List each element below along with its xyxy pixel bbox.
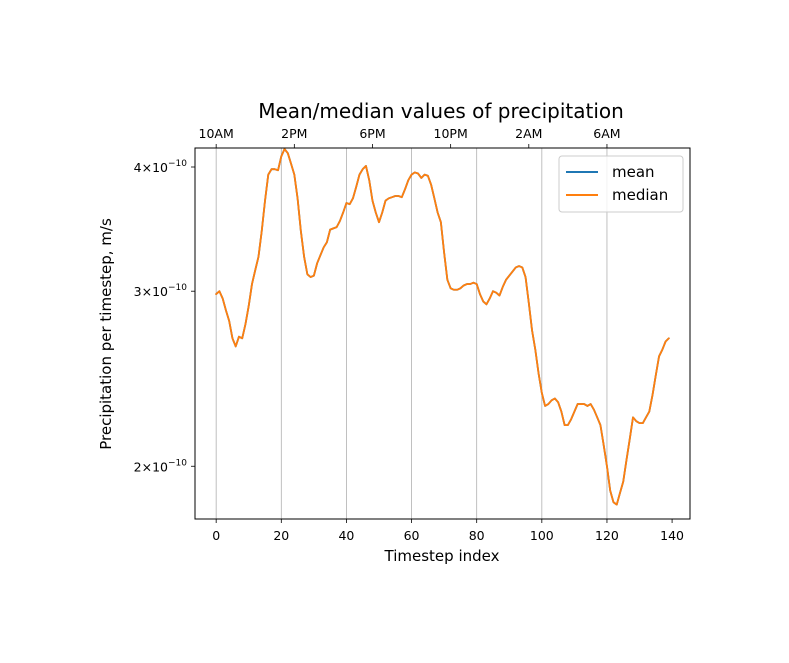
legend-label-median: median bbox=[612, 186, 668, 204]
top-tick-label-3: 10PM bbox=[434, 126, 468, 141]
x-tick-label-5: 100 bbox=[530, 528, 554, 543]
x-tick-label-7: 140 bbox=[660, 528, 684, 543]
legend-box bbox=[558, 155, 684, 213]
y-axis-label: Precipitation per timestep, m/s bbox=[97, 218, 115, 450]
top-tick-label-0: 10AM bbox=[199, 126, 234, 141]
x-tick-label-0: 0 bbox=[212, 528, 220, 543]
series-layer bbox=[215, 148, 670, 506]
legend-label-mean: mean bbox=[612, 163, 655, 181]
top-tick-label-5: 6AM bbox=[593, 126, 620, 141]
x-tick-label-2: 40 bbox=[338, 528, 354, 543]
y-tick-label-2: 4×10−10 bbox=[134, 159, 188, 175]
x-tick-label-3: 60 bbox=[404, 528, 420, 543]
series-line-median bbox=[215, 148, 670, 506]
x-tick-label-6: 120 bbox=[595, 528, 619, 543]
top-tick-label-2: 6PM bbox=[359, 126, 385, 141]
top-axis-ticks: 10AM 2PM 6PM 10PM 2AM 6AM bbox=[199, 126, 621, 148]
top-tick-label-1: 2PM bbox=[281, 126, 307, 141]
top-tick-label-4: 2AM bbox=[515, 126, 542, 141]
x-axis-label: Timestep index bbox=[384, 547, 500, 565]
x-tick-label-1: 20 bbox=[273, 528, 289, 543]
legend: mean median bbox=[558, 155, 684, 213]
x-tick-label-4: 80 bbox=[469, 528, 485, 543]
chart-title: Mean/median values of precipitation bbox=[258, 99, 624, 123]
y-tick-label-0: 2×10−10 bbox=[134, 458, 188, 474]
grid-lines bbox=[215, 148, 608, 519]
y-axis-ticks: 2×10−10 3×10−10 4×10−10 bbox=[134, 159, 195, 474]
axes-frame bbox=[194, 147, 691, 520]
y-tick-label-1: 3×10−10 bbox=[134, 283, 188, 299]
x-axis-ticks: 0 20 40 60 80 100 120 140 bbox=[212, 519, 684, 543]
